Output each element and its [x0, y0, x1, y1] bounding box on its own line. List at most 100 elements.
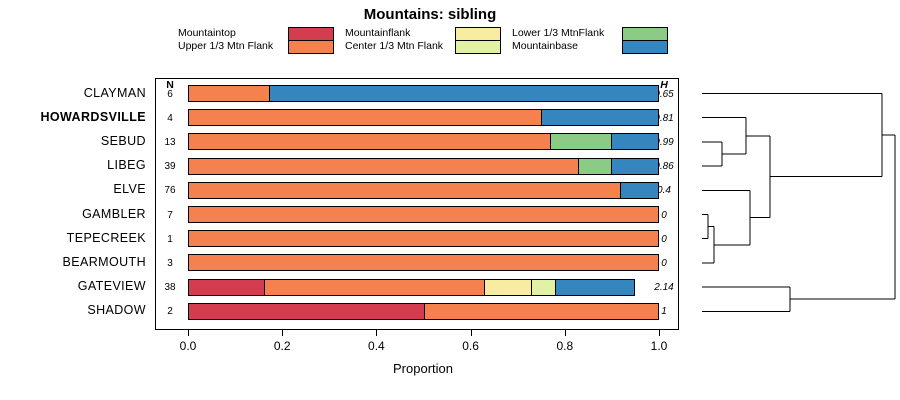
n-value: 4 — [167, 112, 173, 124]
h-column-header: H — [660, 79, 668, 91]
bar-segment — [550, 134, 612, 150]
n-value: 38 — [164, 282, 176, 294]
bar-segment — [189, 279, 265, 295]
bar-segment — [189, 86, 269, 101]
bar-segment — [264, 279, 485, 295]
legend-labels: Lower 1/3 MtnFlank Mountainbase — [512, 27, 615, 53]
n-value: 13 — [164, 136, 176, 148]
bar — [188, 181, 659, 199]
x-tick-label: 0.0 — [179, 339, 197, 353]
bar-segment — [189, 303, 424, 319]
bar — [188, 278, 636, 296]
row-label: HOWARDSVILLE — [40, 109, 146, 124]
h-value: 0.99 — [654, 136, 674, 148]
legend-label: Mountaintop — [178, 27, 236, 39]
h-value: 0.4 — [657, 185, 671, 197]
n-column-header: N — [166, 79, 174, 91]
legend-swatch-center-1-3-mtn-flank — [455, 40, 501, 54]
h-value: 0.86 — [654, 161, 674, 173]
n-value: 3 — [167, 257, 173, 269]
bar-segment — [189, 110, 541, 126]
x-tick-label: 0.6 — [462, 339, 479, 353]
bar-segment — [611, 158, 658, 174]
legend-labels: Mountainflank Center 1/3 Mtn Flank — [345, 27, 448, 53]
legend-swatch-upper-1-3-mtn-flank — [288, 40, 334, 54]
x-tick — [376, 330, 378, 336]
bar-segment — [189, 182, 621, 198]
plot-box — [155, 78, 679, 330]
legend-label: Mountainflank — [345, 27, 411, 39]
n-value: 1 — [167, 233, 173, 245]
legend-swatch-mountaintop — [288, 27, 334, 41]
legend-group: Lower 1/3 MtnFlank Mountainbase — [512, 27, 668, 54]
bar — [188, 109, 659, 127]
row-label: CLAYMAN — [83, 85, 146, 100]
row-label: SHADOW — [87, 303, 146, 318]
legend-label: Mountainbase — [512, 40, 578, 52]
legend-swatches — [622, 27, 668, 54]
x-tick-label: 1.0 — [650, 339, 668, 353]
bar-segment — [189, 134, 551, 150]
x-tick-label: 0.8 — [556, 339, 574, 353]
row-label: GAMBLER — [82, 206, 146, 221]
h-value: 0 — [661, 209, 667, 221]
bar-segment — [189, 207, 658, 222]
dendrogram — [702, 93, 896, 312]
h-value: 0.81 — [654, 112, 674, 124]
bar-segment — [540, 110, 658, 126]
bar — [188, 206, 659, 223]
n-value: 6 — [167, 88, 173, 100]
bar — [188, 85, 659, 102]
legend-label: Upper 1/3 Mtn Flank — [178, 40, 274, 52]
legend-swatch-mountainbase — [622, 40, 668, 54]
legend-swatch-lower-1-3-mtnflank — [622, 27, 668, 41]
bar — [188, 254, 659, 272]
h-value: 0 — [661, 257, 667, 269]
legend-labels: Mountaintop Upper 1/3 Mtn Flank — [178, 27, 281, 53]
x-tick — [282, 330, 284, 336]
bar-segment — [554, 279, 635, 295]
n-value: 76 — [164, 185, 176, 197]
n-value: 7 — [167, 209, 173, 221]
bar-segment — [189, 231, 658, 247]
bar-segment — [189, 255, 658, 271]
legend-group: Mountaintop Upper 1/3 Mtn Flank — [178, 27, 334, 54]
bar-segment — [268, 86, 658, 101]
row-labels: CLAYMAN HOWARDSVILLE SEBUD LIBEG ELVE GAMBLER… — [0, 0, 150, 400]
legend-swatch-mountainflank — [455, 27, 501, 41]
bar-segment — [423, 303, 658, 319]
bar — [188, 302, 659, 320]
bar — [188, 230, 659, 248]
bar — [188, 157, 659, 175]
x-tick — [188, 330, 189, 336]
row-label: GATEVIEW — [77, 279, 146, 294]
bar — [188, 133, 659, 151]
chart-title: Mountains: sibling — [363, 6, 497, 23]
h-value: 0 — [661, 233, 667, 245]
x-tick — [564, 330, 566, 336]
h-value: 2.14 — [654, 282, 674, 294]
bar-segment — [484, 279, 532, 295]
bar-segment — [531, 279, 555, 295]
n-value: 2 — [167, 306, 173, 318]
h-value: 0.65 — [654, 88, 674, 100]
bar-segment — [578, 158, 612, 174]
row-label: SEBUD — [100, 133, 146, 148]
h-value: 1 — [661, 306, 667, 318]
x-tick — [659, 330, 660, 336]
bar-segment — [620, 182, 658, 198]
legend-label: Lower 1/3 MtnFlank — [512, 27, 605, 39]
legend-label: Center 1/3 Mtn Flank — [345, 40, 444, 52]
legend-swatches — [288, 27, 334, 54]
bar-segment — [611, 134, 658, 150]
rows-layer: N H 6 0.65 4 0.81 13 0.99 39 0.86 76 0.4 7 0 1 0 3 0 38 2… — [155, 78, 679, 330]
legend-group: Mountainflank Center 1/3 Mtn Flank — [345, 27, 501, 54]
x-tick — [470, 330, 472, 336]
row-label: BEARMOUTH — [62, 254, 146, 269]
x-axis-label: Proportion — [393, 361, 453, 376]
x-tick-label: 0.2 — [273, 339, 291, 353]
x-tick-label: 0.4 — [368, 339, 385, 353]
row-label: TEPECREEK — [66, 230, 146, 245]
legend: Mountaintop Upper 1/3 Mtn Flank Mountainfl… — [0, 27, 900, 59]
